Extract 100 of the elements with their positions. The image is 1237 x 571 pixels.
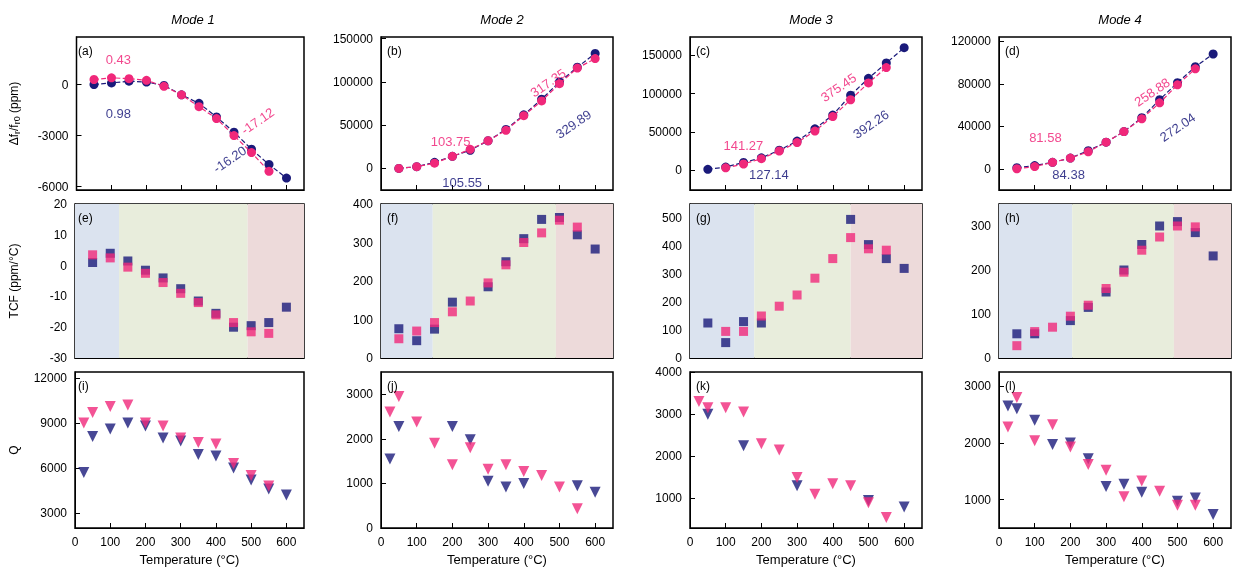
y-tick-label: 100000: [641, 86, 683, 101]
chart-title: Mode 1: [171, 12, 215, 27]
chart-title: Mode 4: [1098, 12, 1142, 27]
x-tick-label: 200: [751, 535, 772, 549]
annotation: 127.14: [749, 167, 789, 183]
y-tick-label: 0: [366, 161, 374, 176]
annotation: 0.43: [105, 52, 132, 68]
x-axis-title: Temperature (°C): [756, 551, 856, 567]
x-tick-label: 200: [135, 535, 156, 549]
annotation: 103.75: [430, 133, 471, 149]
x-tick-label: 400: [513, 535, 535, 549]
annotation: 81.58: [1029, 130, 1062, 146]
x-axis-title: Temperature (°C): [447, 551, 547, 567]
annotation: (k): [696, 379, 710, 393]
x-tick-label: 200: [1060, 535, 1081, 549]
x-tick-label: 100: [406, 535, 428, 549]
y-tick-label: -30: [49, 351, 68, 365]
annotation: (l): [1005, 379, 1016, 393]
x-tick-label: 100: [1024, 535, 1046, 549]
y-axis-title: Δfr/fr0 (ppm): [7, 81, 22, 146]
y-tick-label: 200: [352, 274, 374, 288]
y-tick-label: 12000: [33, 371, 68, 385]
y-axis-title: Q: [7, 445, 21, 455]
annotation: 141.27: [723, 138, 764, 154]
x-tick-label: 0: [995, 535, 1003, 549]
y-tick-label: 120000: [950, 34, 992, 49]
y-tick-label: 200: [970, 263, 992, 277]
y-tick-label: -10: [49, 289, 68, 304]
y-tick-label: 3000: [964, 379, 992, 394]
x-tick-label: 300: [478, 535, 499, 549]
y-tick-label: 500: [661, 211, 683, 225]
x-tick-label: 0: [71, 535, 79, 549]
y-tick-label: 0: [366, 351, 374, 365]
y-tick-label: 0: [984, 351, 992, 365]
y-tick-label: 0: [675, 351, 683, 365]
chart-title: Mode 3: [789, 12, 834, 27]
y-tick-label: 300: [970, 219, 992, 233]
y-tick-label: 9000: [40, 416, 68, 430]
y-tick-label: 3000: [346, 387, 374, 402]
annotation: (i): [78, 379, 89, 393]
y-tick-label: 100: [970, 307, 992, 321]
y-tick-label: 3000: [40, 506, 68, 520]
x-tick-label: 200: [442, 535, 463, 549]
annotation: (c): [696, 44, 710, 58]
annotation: 0.98: [105, 106, 132, 121]
y-tick-label: 150000: [332, 31, 374, 46]
x-tick-label: 300: [1096, 535, 1117, 549]
y-tick-label: 50000: [339, 118, 374, 133]
y-tick-label: 100: [352, 312, 374, 327]
x-tick-label: 400: [1131, 535, 1153, 549]
x-axis-title: Temperature (°C): [139, 551, 240, 567]
y-tick-label: 0: [61, 77, 69, 92]
y-tick-label: 0: [60, 258, 68, 273]
y-tick-label: 2000: [346, 431, 374, 446]
y-tick-label: -20: [49, 320, 68, 335]
y-tick-label: 100: [661, 323, 683, 337]
annotation: 105.55: [442, 174, 483, 190]
y-tick-label: 100000: [332, 74, 374, 89]
y-tick-label: 40000: [957, 119, 992, 134]
y-tick-label: 300: [661, 267, 683, 281]
y-tick-label: 50000: [648, 124, 683, 139]
x-tick-label: 500: [1167, 535, 1188, 549]
x-tick-label: 600: [276, 535, 297, 549]
y-tick-label: 3000: [655, 407, 683, 422]
annotation: (a): [78, 44, 93, 58]
y-tick-label: 1000: [346, 476, 374, 491]
y-tick-label: -3000: [37, 128, 69, 143]
y-tick-label: 400: [661, 239, 683, 253]
x-tick-label: 500: [241, 535, 262, 549]
y-tick-label: 6000: [40, 461, 68, 475]
annotation: 84.38: [1052, 167, 1085, 183]
x-tick-label: 600: [894, 535, 915, 549]
x-axis-title: Temperature (°C): [1065, 551, 1165, 567]
annotation: (d): [1005, 44, 1020, 58]
annotation: (g): [696, 211, 711, 225]
y-tick-label: 4000: [655, 365, 683, 379]
y-tick-label: 200: [661, 295, 683, 309]
y-tick-label: 2000: [655, 449, 683, 464]
y-tick-label: 2000: [964, 435, 992, 450]
annotation: (e): [78, 211, 93, 225]
y-tick-label: 20: [53, 197, 68, 211]
y-tick-label: -6000: [37, 179, 69, 194]
annotation: (f): [387, 211, 399, 225]
x-tick-label: 600: [585, 535, 606, 549]
x-tick-label: 600: [1203, 535, 1224, 549]
x-tick-label: 400: [205, 535, 227, 549]
y-tick-label: 300: [352, 235, 374, 250]
annotation: (h): [1005, 211, 1020, 225]
y-tick-label: 1000: [964, 492, 992, 507]
y-tick-label: 0: [984, 161, 992, 176]
x-tick-label: 100: [715, 535, 737, 549]
x-tick-label: 0: [686, 535, 694, 549]
y-tick-label: 400: [352, 197, 374, 211]
y-tick-label: 80000: [957, 76, 992, 91]
x-tick-label: 500: [549, 535, 570, 549]
chart-title: Mode 2: [480, 12, 525, 27]
y-tick-label: 150000: [641, 48, 683, 63]
x-tick-label: 500: [858, 535, 879, 549]
x-tick-label: 300: [170, 535, 192, 549]
x-tick-label: 300: [787, 535, 808, 549]
